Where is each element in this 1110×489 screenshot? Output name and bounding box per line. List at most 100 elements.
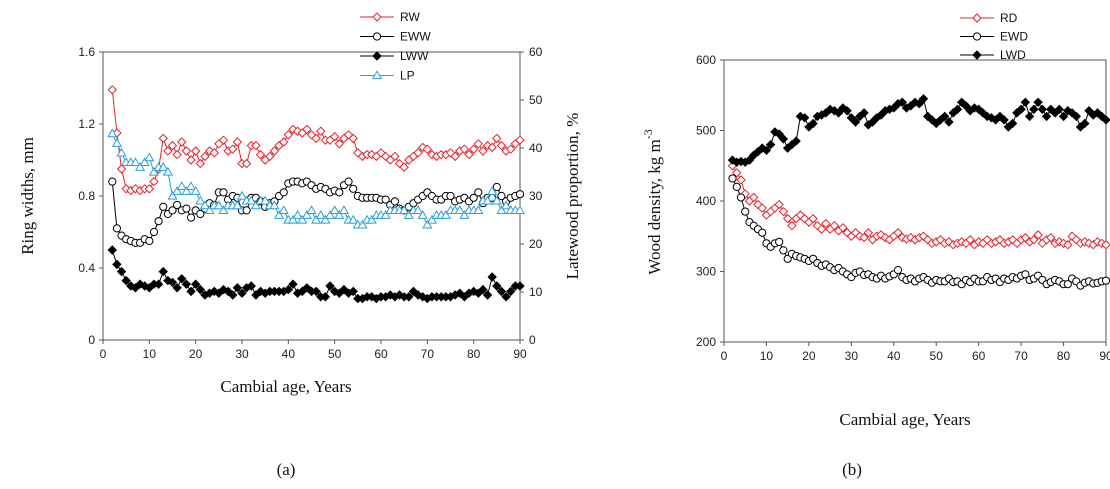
data-point [491, 195, 502, 205]
data-point [775, 237, 784, 246]
y-tick-label: 600 [696, 53, 716, 67]
data-point [176, 181, 187, 191]
data-point [482, 195, 493, 205]
data-point [1101, 276, 1110, 285]
data-point [496, 140, 507, 151]
data-point [497, 191, 506, 201]
data-point [283, 130, 294, 140]
data-point [148, 166, 160, 176]
data-point [842, 106, 852, 116]
data-point [195, 284, 206, 295]
data-point [302, 124, 312, 135]
data-point [808, 118, 818, 129]
data-point [329, 205, 340, 215]
data-point [782, 213, 793, 224]
data-point [116, 147, 127, 157]
x-tick-label: 50 [930, 349, 944, 363]
data-point [741, 207, 750, 216]
data-point [116, 266, 127, 277]
data-point [454, 205, 465, 215]
data-point [108, 177, 117, 186]
data-point [464, 149, 474, 160]
data-point [799, 113, 810, 123]
y2-tick-label: 20 [529, 237, 543, 251]
data-point [311, 214, 322, 224]
data-point [250, 200, 261, 210]
legend-label: LWD [1000, 48, 1026, 62]
data-point [185, 181, 197, 191]
data-point [121, 275, 131, 286]
legend-label: RW [400, 10, 420, 24]
data-point [335, 188, 344, 197]
data-point [232, 283, 243, 293]
data-point [816, 224, 827, 234]
data-point [246, 281, 256, 291]
data-point [422, 144, 433, 154]
data-point [1033, 230, 1043, 240]
y-tick-label: 300 [696, 265, 716, 279]
data-point [228, 290, 238, 300]
data-point [228, 144, 238, 154]
data-point [940, 111, 950, 122]
data-point [1080, 118, 1090, 129]
y2-tick-label: 40 [529, 141, 543, 155]
x-tick-label: 20 [189, 347, 203, 361]
data-point [107, 85, 117, 95]
x-tick-label: 90 [513, 347, 527, 361]
data-point [468, 144, 479, 154]
legend-label: EWW [400, 30, 431, 44]
data-point [390, 151, 400, 162]
data-point [1016, 104, 1026, 115]
data-point [338, 205, 349, 215]
data-point [196, 209, 205, 219]
data-point [450, 151, 460, 162]
x-tick-label: 0 [721, 349, 728, 363]
x-tick-label: 80 [1057, 349, 1071, 363]
data-point [893, 265, 903, 275]
data-point [172, 185, 183, 195]
x-axis-label-b: Cambial age, Years [839, 410, 970, 429]
data-point [1063, 280, 1072, 289]
data-point [242, 206, 251, 215]
data-point [186, 286, 196, 297]
data-point [440, 209, 451, 219]
data-point [348, 133, 358, 144]
data-point [306, 205, 317, 215]
data-point [417, 209, 428, 219]
y2-tick-label: 0 [529, 333, 536, 347]
data-point [274, 209, 285, 219]
data-point [1046, 232, 1056, 243]
series-rw [107, 85, 525, 196]
data-point [325, 281, 335, 291]
data-point [501, 292, 511, 302]
data-point [506, 286, 516, 297]
data-point [774, 199, 784, 210]
data-point [135, 161, 146, 171]
data-point [469, 193, 478, 202]
data-point [181, 146, 192, 156]
y-tick-label: 0.4 [78, 261, 95, 275]
y-tick-label: 0.8 [78, 189, 95, 203]
data-point [514, 205, 526, 215]
data-point [320, 214, 331, 224]
data-point [195, 158, 206, 169]
data-point [315, 209, 326, 219]
data-point [158, 161, 169, 171]
y-axis-label-b: Wood density, kg m-3 [641, 129, 664, 274]
x-tick-label: 50 [328, 347, 342, 361]
data-point [366, 214, 377, 224]
legend-item-rd: RD [960, 11, 1018, 25]
data-point [952, 104, 963, 115]
series-rd [727, 161, 1110, 250]
data-point [121, 184, 131, 194]
data-point [1037, 104, 1048, 115]
data-point [107, 245, 117, 255]
data-point [404, 292, 414, 302]
data-point [515, 190, 525, 199]
data-point [149, 176, 159, 187]
data-point [269, 146, 280, 156]
data-point [162, 166, 173, 176]
data-point [850, 117, 861, 127]
y-tick-label: 500 [696, 124, 716, 138]
legend-item-lp: LP [360, 69, 415, 83]
